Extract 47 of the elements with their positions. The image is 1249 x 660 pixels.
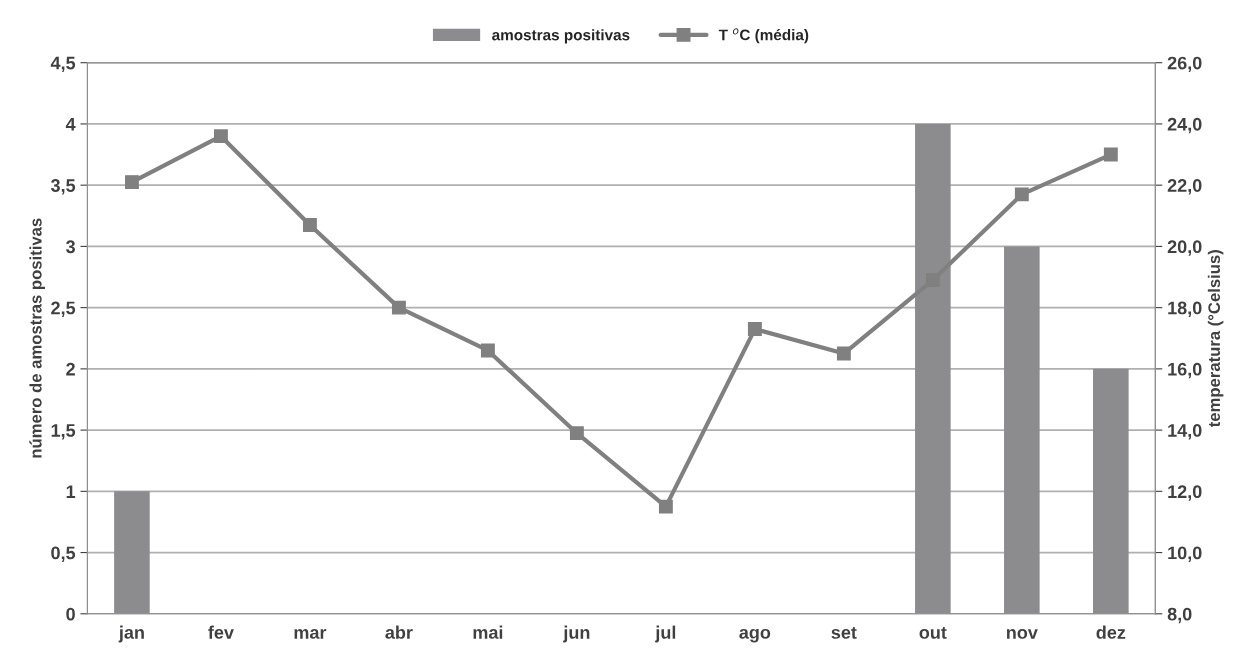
y2-tick-label: 16,0: [1168, 362, 1202, 379]
y-tick-label: 4,5: [50, 56, 76, 73]
x-tick-label: out: [919, 626, 947, 639]
point: [1103, 147, 1118, 162]
point: [124, 175, 139, 190]
y-tick-label: 2: [66, 362, 75, 376]
legend-label: amostras positivas: [492, 29, 630, 44]
y2-tick-label: 22,0: [1167, 179, 1202, 195]
y2-axis-title: temperatura (°Celsius): [1207, 250, 1224, 428]
point: [658, 499, 673, 514]
x-tick-label: mar: [294, 628, 327, 639]
y2-tick-label: 12,0: [1168, 485, 1202, 501]
x-tick-label: jul: [655, 625, 676, 643]
y-tick-label: 3: [66, 240, 75, 254]
x-tick-label: jan: [118, 625, 144, 643]
y2-tick-label: 24,0: [1167, 117, 1202, 134]
y-tick-label: 0,5: [51, 546, 76, 562]
y2-tick-label: 14,0: [1168, 424, 1202, 440]
x-tick-label: nov: [1006, 628, 1038, 639]
point: [213, 129, 228, 144]
legend-label: T $^{o}$C (média): [718, 28, 809, 44]
x-tick-label: set: [831, 626, 857, 639]
y2-tick-label: 20,0: [1167, 240, 1202, 256]
x-tick-label: dez: [1096, 625, 1126, 639]
y-tick-label: 1,5: [51, 424, 76, 440]
x-tick-label: jun: [563, 625, 590, 643]
x-tick-label: fev: [208, 625, 234, 639]
point: [1014, 187, 1029, 202]
y-tick-label: 0: [66, 607, 75, 621]
point: [747, 322, 762, 337]
y-axis-title: número de amostras positivas: [29, 218, 45, 458]
point: [836, 346, 851, 361]
point: [480, 343, 495, 358]
y2-tick-label: 18,0: [1168, 301, 1202, 317]
y2-tick-label: 26,0: [1167, 56, 1202, 73]
point: [569, 426, 584, 441]
x-tick-label: abr: [385, 625, 413, 639]
point: [391, 300, 406, 315]
x-tick-label: mai: [473, 625, 503, 639]
point: [302, 218, 317, 232]
y2-tick-label: 10,0: [1168, 546, 1202, 562]
y-tick-label: 4: [65, 118, 76, 131]
y-tick-label: 3,5: [50, 179, 76, 195]
y2-tick-label: 8,0: [1167, 607, 1192, 624]
y-tick-label: 2,5: [51, 301, 76, 317]
x-tick-label: ago: [739, 628, 771, 643]
y-tick-label: 1: [66, 485, 76, 498]
